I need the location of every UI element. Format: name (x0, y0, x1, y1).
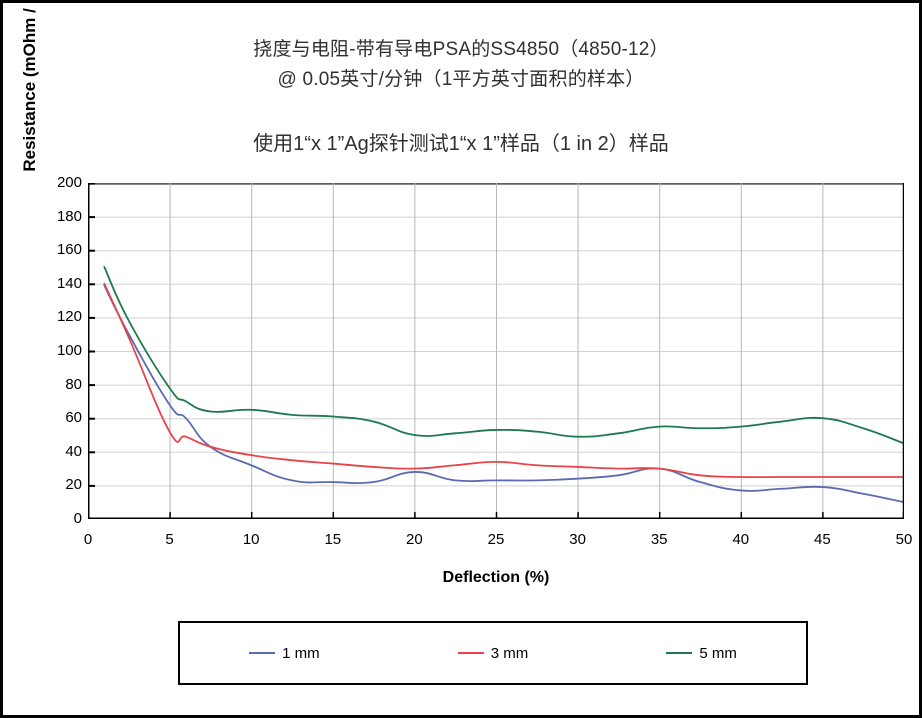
x-tick-label: 15 (324, 531, 342, 548)
x-axis-tick-labels: 0 5 10 15 20 25 30 35 40 45 50 (84, 531, 913, 553)
legend-item-label: 5 mm (699, 644, 737, 662)
y-tick-label: 100 (56, 342, 82, 359)
x-tick-label: 5 (165, 531, 174, 548)
chart-subtitle: 使用1“x 1”Ag探针测试1“x 1”样品（1 in 2）样品 (3, 129, 919, 159)
x-tick-label: 30 (569, 531, 586, 548)
legend-item-label: 3 mm (490, 644, 529, 662)
chart-title-line-2: @ 0.05英寸/分钟（1平方英寸面积的样本） (277, 69, 645, 90)
y-tick-label: 60 (65, 409, 82, 427)
y-tick-label: 200 (56, 174, 82, 191)
x-tick-label: 25 (487, 531, 505, 548)
legend-item-label: 1 mm (282, 644, 320, 662)
chart-legend: 1 mm 3 mm 5 mm (178, 621, 808, 685)
chart-title: 挠度与电阻-带有导电PSA的SS4850（4850-12） @ 0.05英寸/分… (3, 35, 919, 95)
legend-item[interactable]: 1 mm (180, 645, 389, 662)
chart-title-line-1: 挠度与电阻-带有导电PSA的SS4850（4850-12） (253, 39, 669, 60)
x-tick-label: 40 (732, 531, 750, 548)
x-tick-label: 35 (650, 531, 668, 548)
x-tick-label: 10 (242, 531, 260, 548)
x-tick-label: 45 (814, 531, 831, 548)
legend-color-swatch (249, 652, 276, 654)
legend-color-swatch (457, 652, 484, 654)
series-line-1-mm (103, 284, 904, 504)
y-tick-label: 0 (73, 510, 82, 527)
series-line-3-mm (103, 282, 904, 479)
x-tick-label: 50 (895, 531, 913, 548)
y-tick-label: 140 (56, 274, 82, 292)
y-tick-label: 160 (56, 241, 82, 259)
plot-area (88, 183, 904, 519)
legend-item[interactable]: 5 mm (597, 645, 806, 662)
chart-subtitle-text: 使用1“x 1”Ag探针测试1“x 1”样品（1 in 2）样品 (253, 133, 669, 155)
x-tick-label: 0 (83, 531, 93, 548)
x-axis-title: Deflection (%) (442, 569, 550, 586)
y-tick-label: 40 (65, 442, 82, 460)
y-axis-tick-labels: 0 20 40 60 80 100 120 140 160 180 200 (36, 174, 82, 527)
y-tick-label: 120 (56, 308, 82, 326)
series-line-5-mm (103, 266, 904, 445)
plot-svg (88, 183, 904, 519)
x-tick-label: 20 (406, 531, 423, 548)
y-tick-label: 80 (65, 375, 82, 393)
legend-item[interactable]: 3 mm (389, 645, 598, 662)
y-axis-title: Resistance (mOhm / square inch) (20, 0, 39, 172)
legend-color-swatch (666, 652, 693, 654)
y-tick-label: 20 (65, 476, 82, 494)
y-tick-label: 180 (56, 207, 82, 225)
